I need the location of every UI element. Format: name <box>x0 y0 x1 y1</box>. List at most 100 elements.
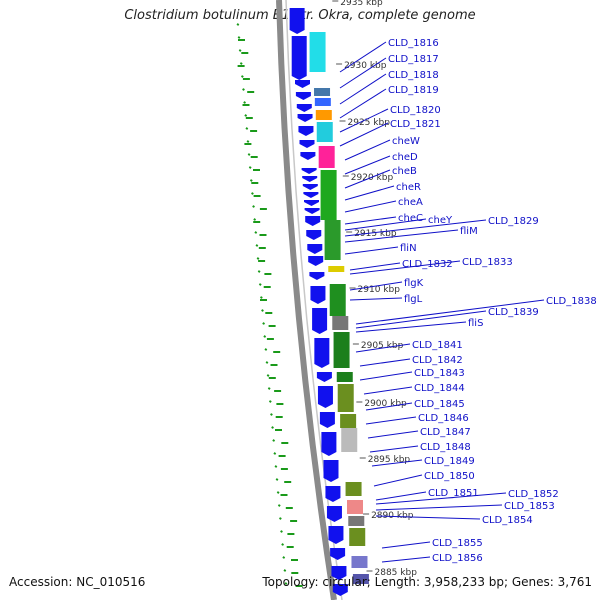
gc-skew-track <box>236 23 288 585</box>
gc-skew-dot <box>270 413 273 416</box>
gc-skew-dot <box>268 400 272 403</box>
gene-leader-line <box>375 492 507 505</box>
gene-label: cheW <box>392 136 420 147</box>
gc-skew-dot <box>283 569 287 572</box>
cds-block <box>291 36 307 80</box>
gene-leader-line <box>375 515 481 520</box>
gc-skew-dot <box>277 504 281 507</box>
cds-block <box>303 192 319 198</box>
ruler-tick-label: 2925 kbp <box>348 118 391 128</box>
gc-skew-dot <box>271 426 274 429</box>
cds-block <box>306 230 322 240</box>
gene-leader-line <box>344 216 397 225</box>
cds-block <box>317 386 333 408</box>
gc-skew-dot <box>251 192 254 195</box>
gc-skew-dot <box>249 179 253 182</box>
feature-block <box>318 146 335 168</box>
feature-block <box>347 500 363 514</box>
gene-label: cheY <box>428 215 453 226</box>
gc-skew-dot <box>267 387 271 390</box>
cds-block <box>328 526 344 544</box>
gc-skew-dot <box>278 517 282 520</box>
feature-block <box>314 98 331 106</box>
gene-label: CLD_1849 <box>424 456 475 467</box>
gene-label: CLD_1844 <box>414 383 465 394</box>
ruler-tick-label: 2885 kbp <box>375 568 418 578</box>
gene-leader-line <box>344 229 459 243</box>
cds-block <box>289 8 305 34</box>
gene-label: cheD <box>392 152 418 163</box>
gene-label: CLD_1850 <box>424 471 475 482</box>
feature-block <box>352 574 369 584</box>
gene-label: cheR <box>396 182 421 193</box>
gc-skew-dot <box>247 153 251 156</box>
cds-block <box>326 506 342 522</box>
feature-block <box>328 266 345 272</box>
gene-leader-line <box>373 474 423 487</box>
gene-label: CLD_1820 <box>390 105 441 116</box>
gene-leader-line <box>344 218 427 231</box>
gene-leader-line <box>349 262 401 271</box>
gene-leader-line <box>344 219 487 237</box>
feature-block <box>315 110 332 120</box>
gc-skew-dot <box>264 348 268 351</box>
cds-block <box>316 372 332 382</box>
cds-block <box>319 412 335 428</box>
gene-leader-line <box>349 281 403 291</box>
gc-skew-dot <box>244 114 248 117</box>
cds-block <box>302 176 318 182</box>
gene-leader-line <box>339 108 389 133</box>
gc-skew-dot <box>243 101 246 104</box>
gene-label-layer: CLD_1816 CLD_1817 CLD_1818 CLD_1819 CLD_1820… <box>339 38 597 564</box>
feature-block <box>341 428 358 452</box>
feature-block <box>316 122 333 142</box>
gene-label: CLD_1845 <box>414 399 465 410</box>
gc-skew-dot <box>252 205 255 208</box>
gc-skew-dot <box>238 49 242 52</box>
feature-block <box>345 482 362 496</box>
cds-block <box>323 460 339 482</box>
feature-block <box>332 316 349 330</box>
gc-skew-dot <box>275 478 279 481</box>
cds-block <box>302 184 318 190</box>
gene-leader-line <box>349 297 403 301</box>
gene-leader-line <box>349 260 461 275</box>
gene-leader-line <box>381 541 431 549</box>
gene-label: CLD_1817 <box>388 54 439 65</box>
gene-label: cheC <box>398 213 423 224</box>
gene-label: CLD_1853 <box>504 501 555 512</box>
cds-block <box>330 548 346 560</box>
gc-skew-dot <box>255 244 259 247</box>
feature-block <box>309 32 326 72</box>
gene-label: CLD_1852 <box>508 489 559 500</box>
gene-label: flgL <box>404 294 423 305</box>
gc-skew-dot <box>239 62 243 65</box>
gc-skew-dot <box>259 296 263 299</box>
cds-block <box>300 152 316 160</box>
gene-label: flgK <box>404 278 424 289</box>
gene-leader-line <box>344 139 391 161</box>
gene-label: CLD_1843 <box>414 368 465 379</box>
gene-label: cheB <box>392 166 417 177</box>
feature-block <box>324 220 341 260</box>
gene-label: CLD_1816 <box>388 38 439 49</box>
gc-skew-dot <box>248 166 252 169</box>
gene-label: fliS <box>468 318 483 329</box>
gene-leader-line <box>339 57 387 89</box>
feature-block <box>351 556 368 568</box>
gc-skew-dot <box>265 361 269 364</box>
gene-leader-line <box>367 430 419 439</box>
ruler-tick-label: 2910 kbp <box>358 285 401 295</box>
gene-leader-line <box>375 491 427 501</box>
cds-block <box>331 566 347 580</box>
cds-block <box>301 168 317 174</box>
gene-leader-line <box>344 246 399 255</box>
cds-block <box>308 256 324 266</box>
ruler-tick-label: 2935 kbp <box>340 0 383 8</box>
gene-leader-line <box>344 169 391 189</box>
gene-leader-line <box>375 504 503 511</box>
gc-skew-dot <box>236 23 240 26</box>
gc-skew-dot <box>237 36 241 39</box>
